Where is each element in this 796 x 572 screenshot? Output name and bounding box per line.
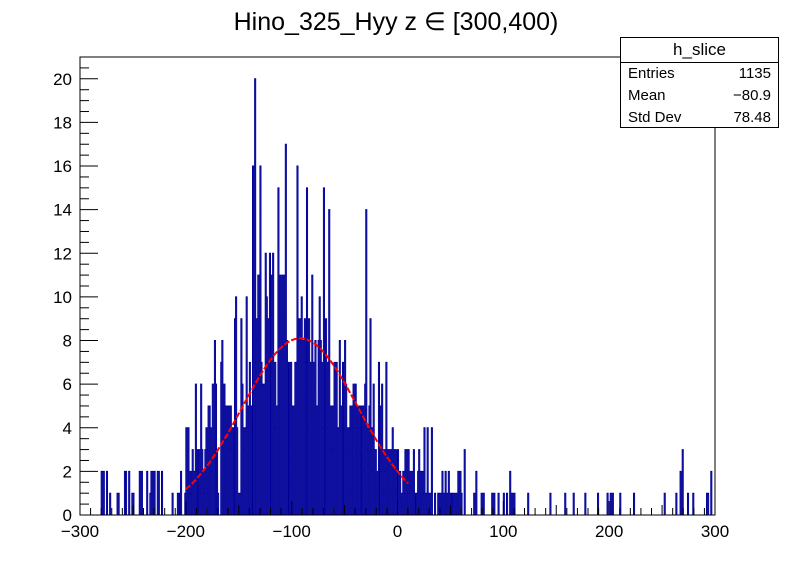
histogram-outline xyxy=(100,78,713,515)
x-tick-label: −200 xyxy=(167,522,205,541)
stats-row-entries: Entries 1135 xyxy=(621,63,778,85)
stats-row-mean: Mean −80.9 xyxy=(621,85,778,107)
x-tick-label: 300 xyxy=(701,522,729,541)
y-tick-label: 0 xyxy=(63,506,72,525)
y-tick-label: 14 xyxy=(53,201,72,220)
x-tick-label: 200 xyxy=(595,522,623,541)
y-tick-label: 6 xyxy=(63,375,72,394)
x-tick-label: 0 xyxy=(393,522,402,541)
stats-entries-label: Entries xyxy=(628,65,675,82)
fit-curve xyxy=(185,337,409,491)
x-tick-label: −100 xyxy=(273,522,311,541)
stats-row-stddev: Std Dev 78.48 xyxy=(621,107,778,129)
y-tick-label: 18 xyxy=(53,113,72,132)
stats-mean-value: −80.9 xyxy=(733,87,771,104)
stats-title: h_slice xyxy=(621,38,778,63)
axes: −300 −200 −100 0 100 200 300 0 2 4 6 8 10 12 14 16 18 20 xyxy=(53,56,729,541)
histogram-bars xyxy=(100,78,713,515)
stats-box: h_slice Entries 1135 Mean −80.9 Std Dev … xyxy=(620,37,779,128)
chart-title: Hino_325_Hyy z ∈ [300,400) xyxy=(234,8,559,36)
y-tick-label: 4 xyxy=(63,419,72,438)
x-tick-label: −300 xyxy=(61,522,99,541)
x-tick-label: 100 xyxy=(489,522,517,541)
y-tick-label: 2 xyxy=(63,462,72,481)
stats-mean-label: Mean xyxy=(628,87,666,104)
stats-stddev-label: Std Dev xyxy=(628,109,682,126)
y-tick-label: 12 xyxy=(53,244,72,263)
y-tick-label: 16 xyxy=(53,157,72,176)
y-tick-label: 20 xyxy=(53,70,72,89)
stats-entries-value: 1135 xyxy=(738,65,771,82)
y-tick-label: 8 xyxy=(63,332,72,351)
y-tick-label: 10 xyxy=(53,288,72,307)
stats-stddev-value: 78.48 xyxy=(733,109,771,126)
